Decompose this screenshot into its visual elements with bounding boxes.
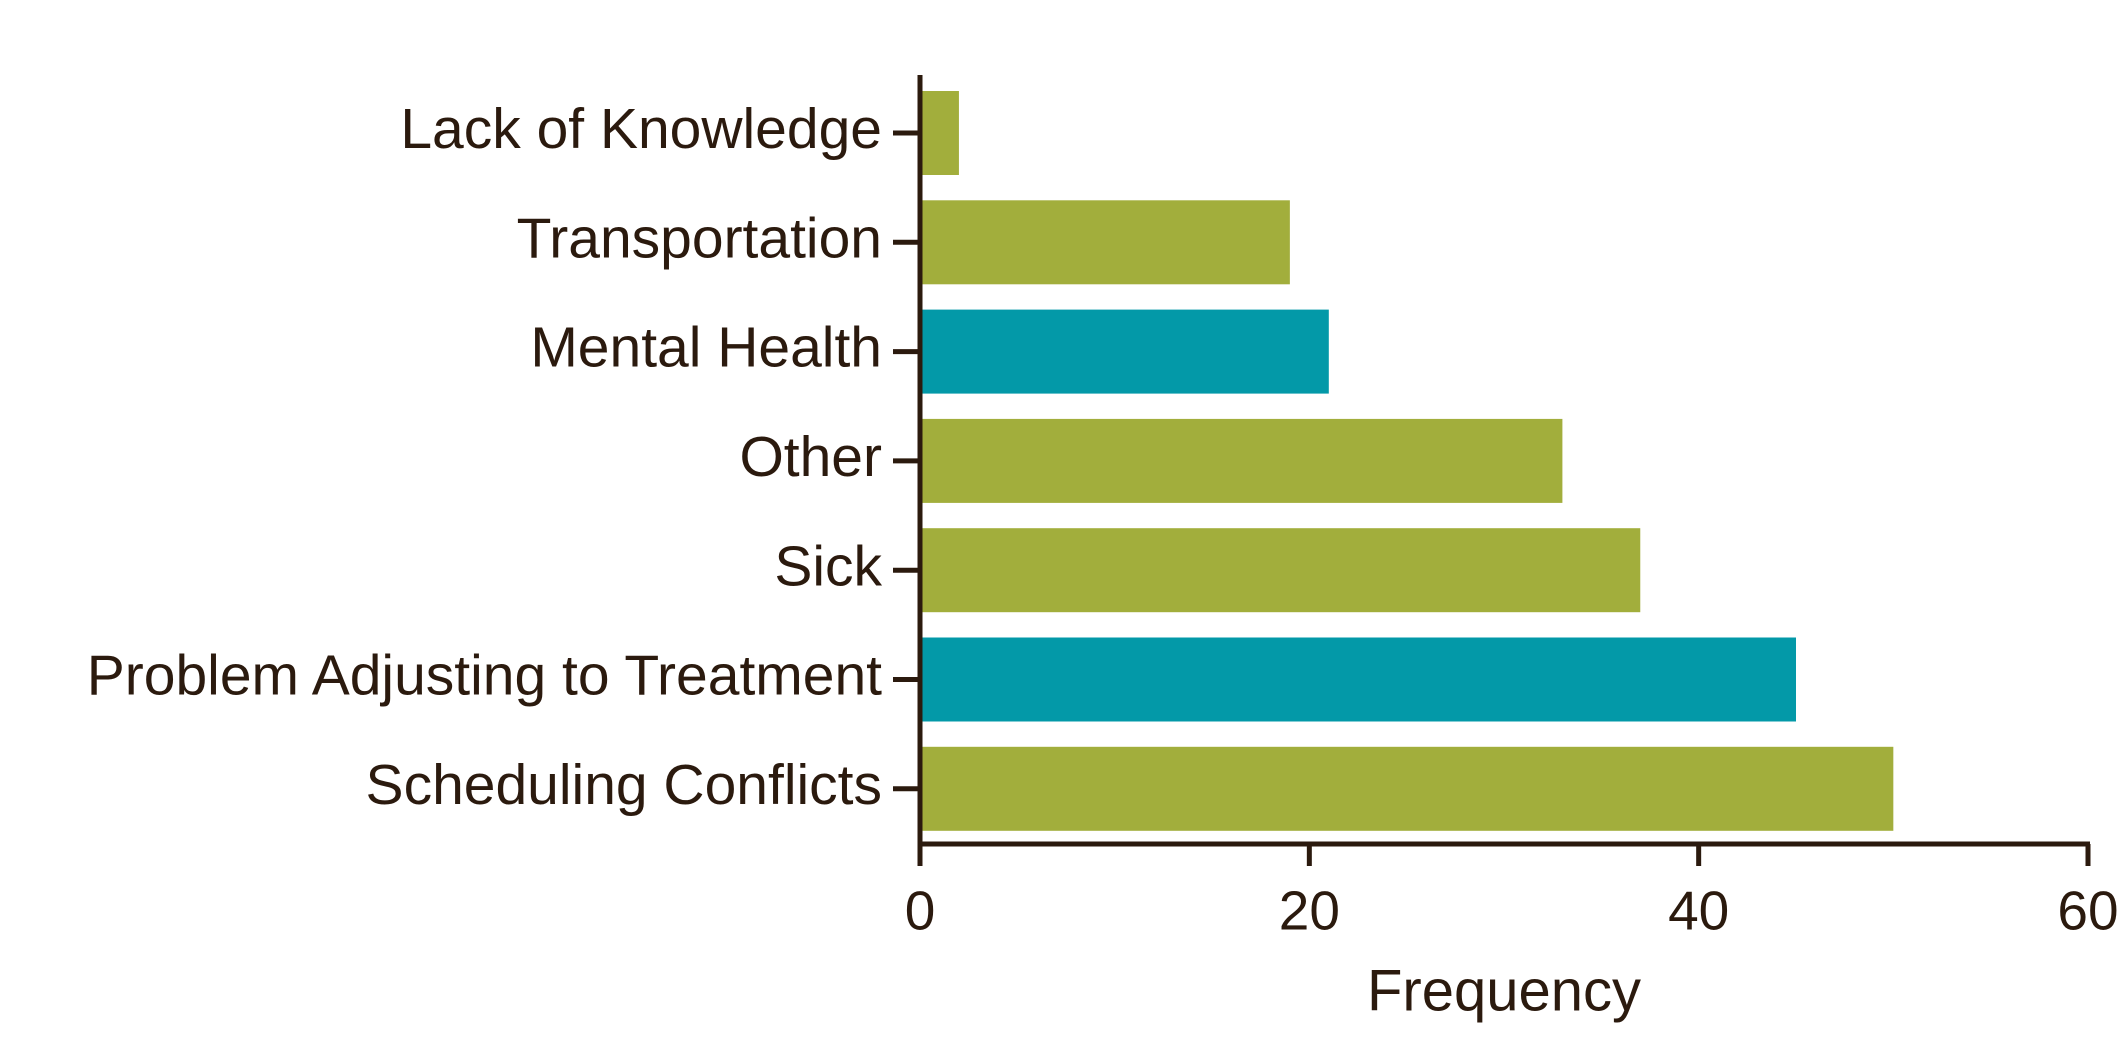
bar bbox=[920, 637, 1796, 722]
x-tick-label: 60 bbox=[2057, 880, 2118, 942]
bar bbox=[920, 200, 1290, 285]
y-tick-label: Transportation bbox=[517, 206, 882, 270]
x-tick-label: 40 bbox=[1668, 880, 1729, 942]
x-tick-label: 0 bbox=[905, 880, 936, 942]
bar bbox=[920, 528, 1641, 613]
y-tick-label: Mental Health bbox=[530, 316, 882, 380]
y-tick-label: Sick bbox=[774, 534, 882, 598]
y-tick-label: Lack of Knowledge bbox=[400, 97, 882, 161]
bar bbox=[920, 91, 959, 175]
y-tick-label: Problem Adjusting to Treatment bbox=[87, 644, 882, 708]
bar bbox=[920, 418, 1563, 503]
bar bbox=[920, 309, 1329, 394]
x-axis-label: Frequency bbox=[1367, 958, 1641, 1023]
x-tick-label: 20 bbox=[1279, 880, 1340, 942]
bar bbox=[920, 746, 1894, 831]
y-tick-label: Other bbox=[739, 425, 882, 489]
y-tick-label: Scheduling Conflicts bbox=[366, 753, 882, 817]
